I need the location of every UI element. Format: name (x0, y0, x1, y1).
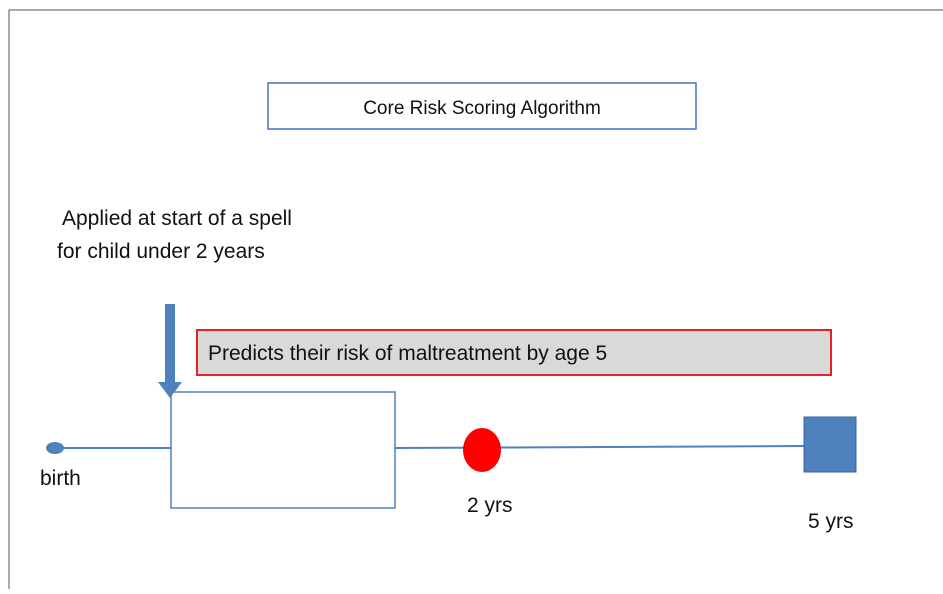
two-year-marker (463, 428, 501, 472)
timeline-label: birth (40, 467, 81, 490)
prediction: Predicts their risk of maltreatment by a… (208, 342, 607, 365)
arrow-shaft (165, 304, 175, 384)
timeline-label: 5 yrs (808, 510, 854, 533)
timeline (393, 445, 806, 449)
spell-box (170, 391, 396, 509)
applied-note-line: for child under 2 years (57, 240, 265, 263)
title-box (267, 82, 697, 130)
timeline-label: 2 yrs (467, 494, 513, 517)
prediction-box (196, 329, 832, 376)
title: Core Risk Scoring Algorithm (363, 98, 601, 119)
birth-dot (46, 442, 64, 454)
arrow-head (158, 382, 182, 398)
applied-note-line: Applied at start of a spell (62, 207, 292, 230)
five-year-marker (803, 416, 857, 473)
